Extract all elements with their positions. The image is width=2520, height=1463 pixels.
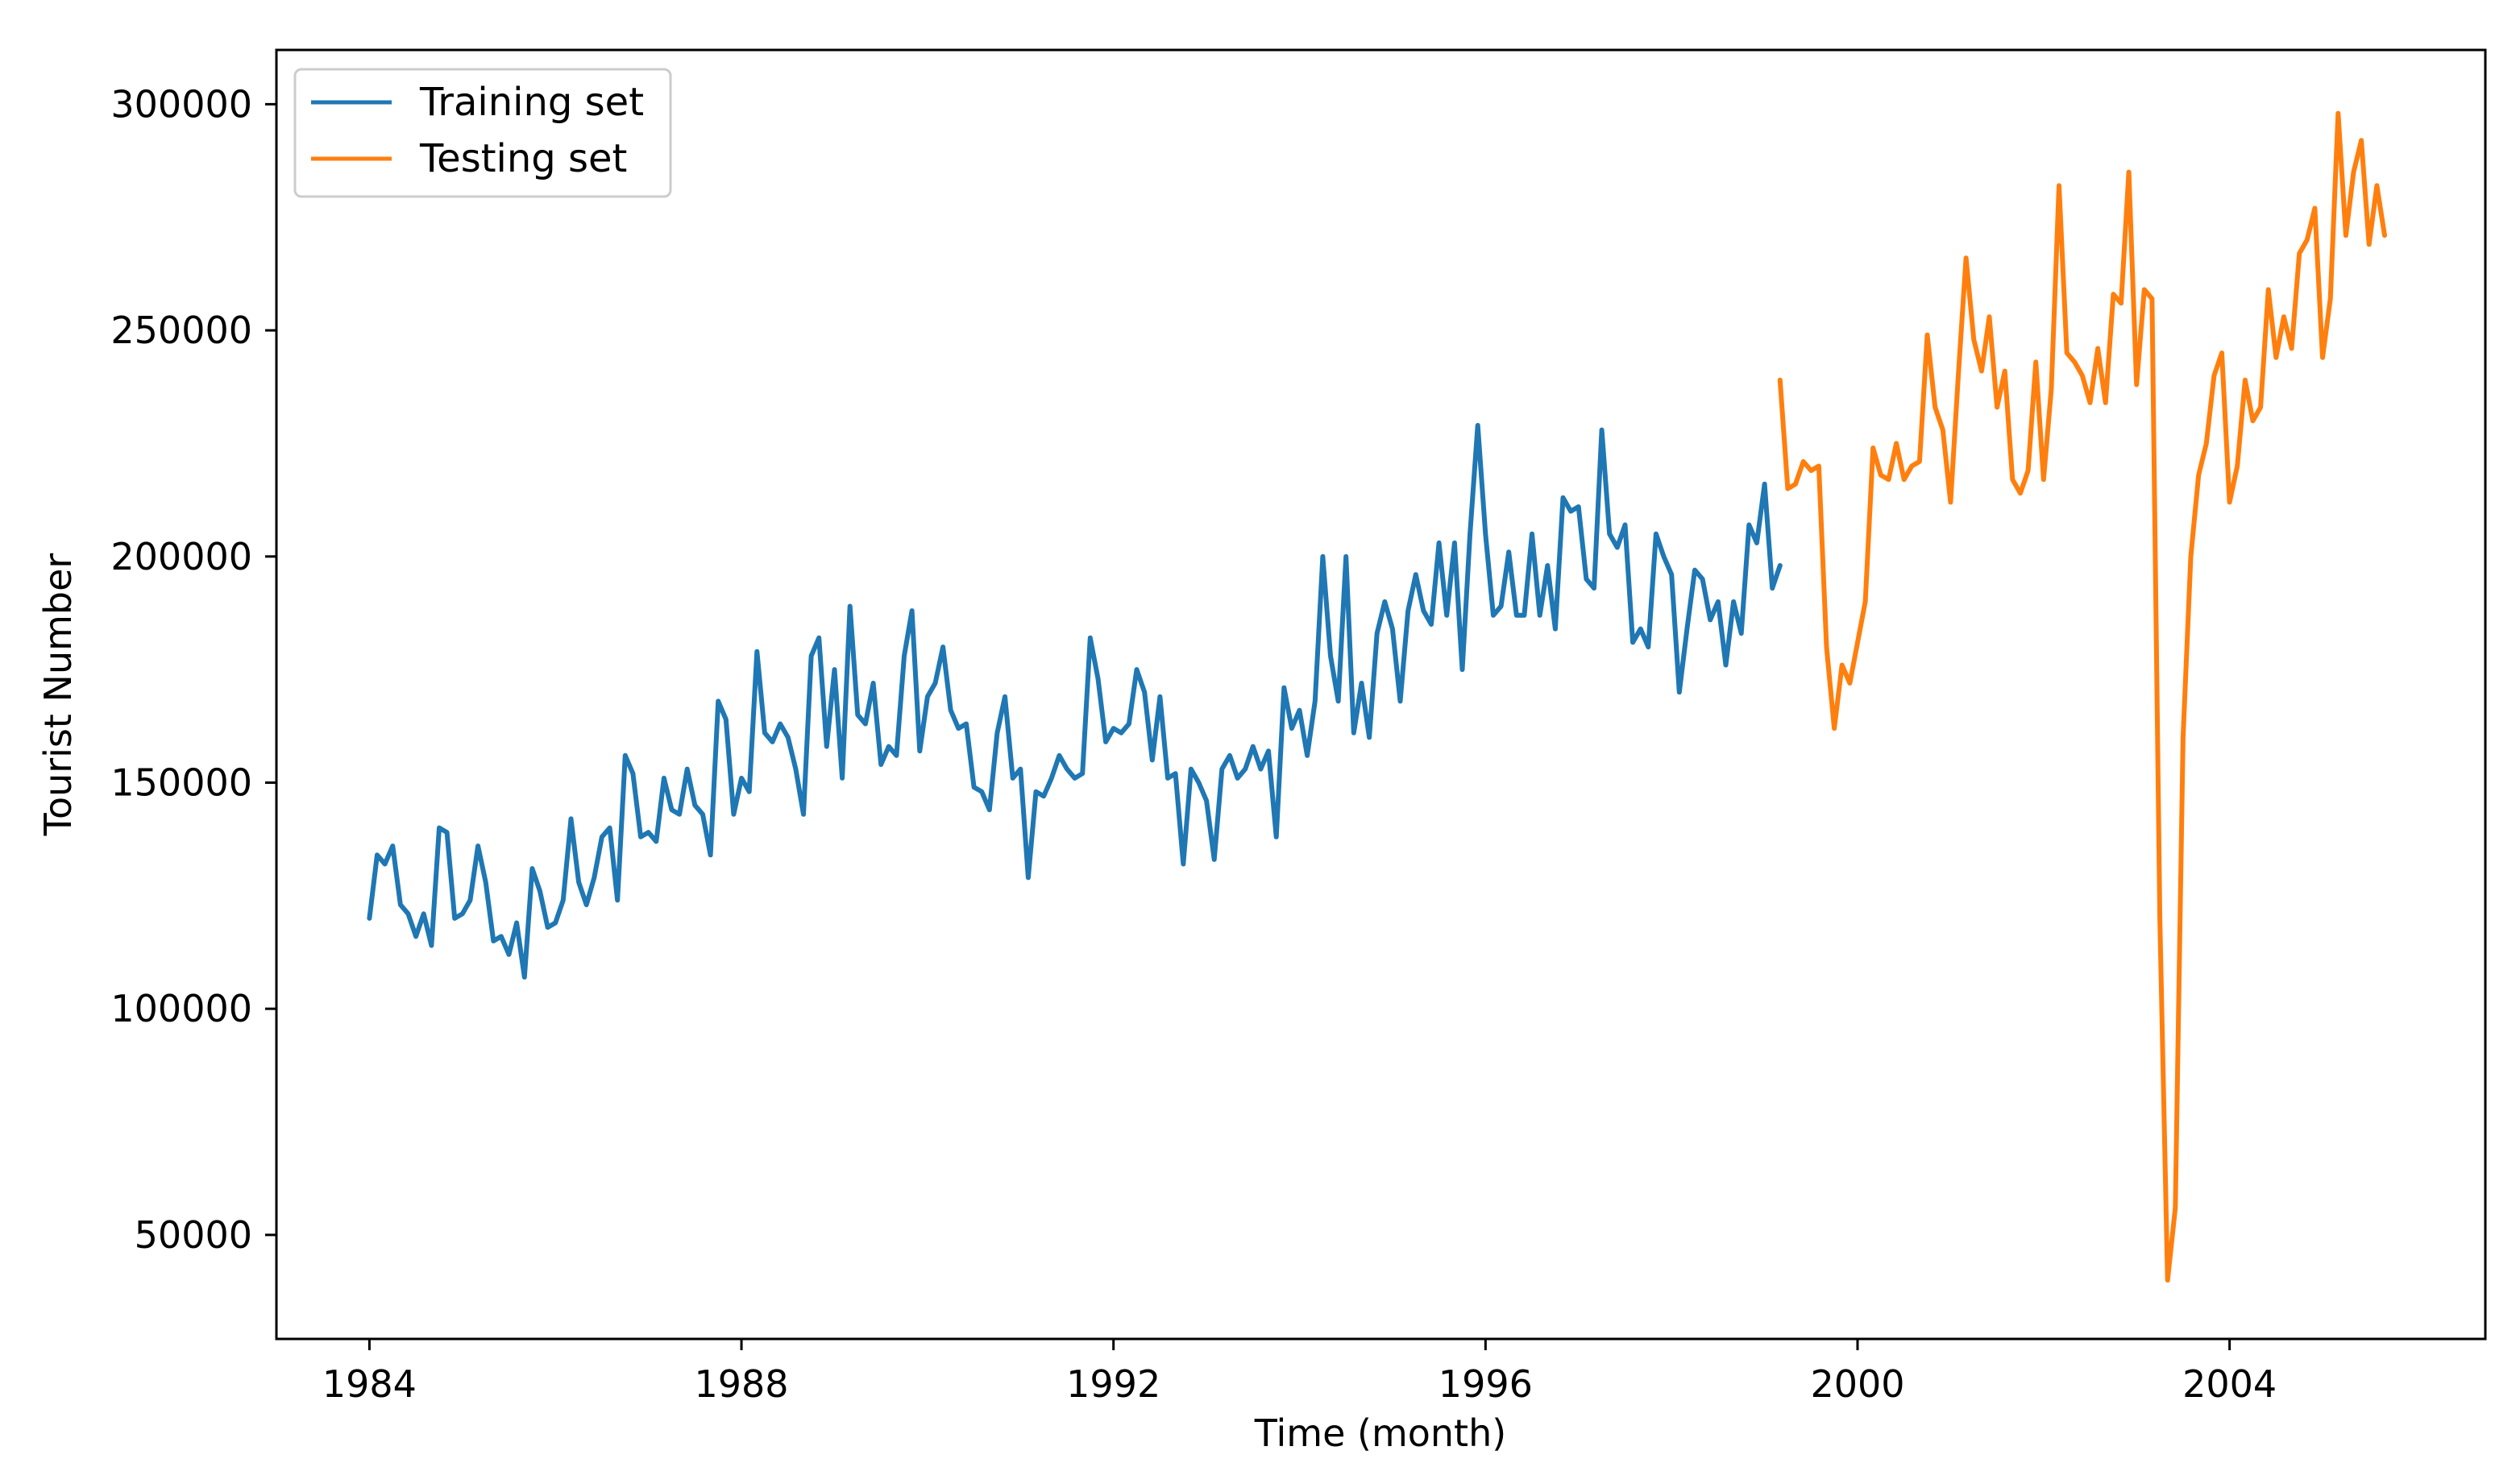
legend: Training set Testing set [293, 68, 672, 198]
series-layer [367, 110, 2387, 1283]
series-line-training-set [367, 423, 1783, 980]
x-tick-label: 2004 [2182, 1362, 2277, 1406]
y-tick-label: 100000 [110, 987, 252, 1030]
y-tick-label: 200000 [110, 535, 252, 578]
x-tick-label: 1996 [1439, 1362, 1533, 1406]
y-tick-label: 50000 [135, 1213, 252, 1257]
x-tick-label: 1984 [322, 1362, 417, 1406]
y-axis-label: Tourist Number [36, 553, 80, 837]
plot-area-frame [275, 48, 2487, 1341]
x-tick-label: 1992 [1066, 1362, 1160, 1406]
legend-label-training: Training set [419, 80, 644, 125]
y-tick-label: 300000 [110, 82, 252, 126]
legend-label-testing: Testing set [419, 136, 627, 181]
x-axis-label: Time (month) [1254, 1411, 1506, 1455]
y-tick-label: 150000 [110, 761, 252, 804]
series-line-testing-set [1777, 110, 2387, 1283]
y-tick-label: 250000 [110, 309, 252, 352]
x-tick-label: 1988 [695, 1362, 789, 1406]
y-axis: 50000 100000 150000 200000 250000 300000 [110, 82, 276, 1257]
x-tick-label: 2000 [1810, 1362, 1904, 1406]
x-axis: 1984 1988 1992 1996 2000 2004 [322, 1339, 2277, 1406]
